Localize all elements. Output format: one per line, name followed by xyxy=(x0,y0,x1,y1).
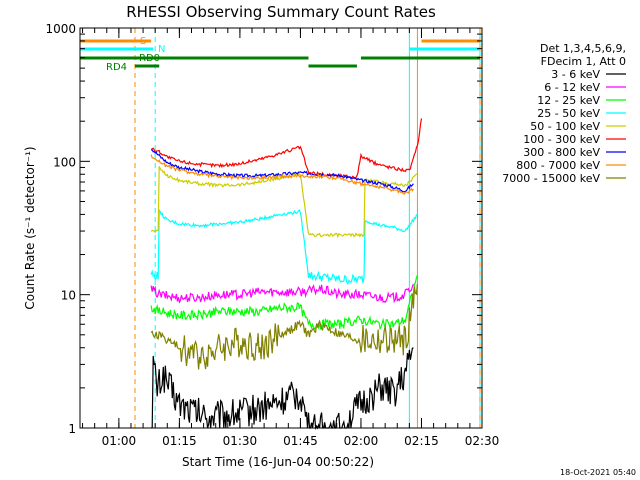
footer-date: 18-Oct-2021 05:40 xyxy=(560,468,636,477)
y-tick-label-1000: 1000 xyxy=(45,22,76,36)
legend-label-1: 3 - 6 keV xyxy=(551,68,600,81)
y-tick-label-10: 10 xyxy=(61,289,76,303)
series-line-9 xyxy=(150,284,418,370)
flag-label-n: N xyxy=(158,44,165,55)
series-line-2 xyxy=(150,283,414,304)
vertical-markers xyxy=(79,28,481,428)
legend-label-2: 6 - 12 keV xyxy=(544,81,600,94)
legend-header-line-1: Det 1,3,4,5,6,9, xyxy=(540,42,626,55)
flag-label-s: S xyxy=(140,36,146,47)
x-axis-label: Start Time (16-Jun-04 00:50:22) xyxy=(182,455,374,469)
x-tick-label-0115: 01:15 xyxy=(162,434,197,448)
legend-label-6: 100 - 300 keV xyxy=(523,133,600,146)
y-tick-label-100: 100 xyxy=(53,155,76,169)
legend-label-7: 300 - 800 keV xyxy=(523,146,600,159)
legend-header-line-2: FDecim 1, Att 0 xyxy=(541,55,626,68)
x-tick-label-0145: 01:45 xyxy=(283,434,318,448)
series-lines xyxy=(150,118,423,431)
series-line-7 xyxy=(150,149,414,193)
series-line-8 xyxy=(150,154,414,195)
legend-label-4: 25 - 50 keV xyxy=(537,107,600,120)
flag-label-rd4: RD4 xyxy=(106,62,127,73)
x-tick-label-0200: 02:00 xyxy=(344,434,379,448)
legend: Det 1,3,4,5,6,9, FDecim 1, Att 0 3 - 6 k… xyxy=(502,42,626,185)
chart-title: RHESSI Observing Summary Count Rates xyxy=(126,3,436,21)
x-tick-label-0230: 02:30 xyxy=(465,434,500,448)
x-tick-label-0100: 01:00 xyxy=(102,434,137,448)
legend-label-8: 800 - 7000 keV xyxy=(516,159,600,172)
series-line-3 xyxy=(150,274,418,331)
flag-label-rd0: RD0 xyxy=(139,53,160,64)
legend-label-9: 7000 - 15000 keV xyxy=(502,172,600,185)
series-line-1 xyxy=(150,347,414,431)
x-tick-label-0130: 01:30 xyxy=(223,434,258,448)
x-axis-ticks: 01:00 01:15 01:30 01:45 02:00 02:15 02:30 xyxy=(82,28,500,448)
plot-frame xyxy=(79,27,483,429)
y-axis-ticks: 1 10 100 1000 xyxy=(45,22,482,436)
y-axis-label: Count Rate (s⁻¹ detector⁻¹) xyxy=(23,146,37,309)
series-line-6 xyxy=(150,118,423,180)
legend-label-5: 50 - 100 keV xyxy=(530,120,600,133)
x-tick-label-0215: 02:15 xyxy=(404,434,439,448)
series-line-5 xyxy=(150,165,418,239)
series-line-4 xyxy=(150,208,418,286)
y-tick-label-1: 1 xyxy=(68,422,76,436)
legend-label-3: 12 - 25 keV xyxy=(537,94,600,107)
